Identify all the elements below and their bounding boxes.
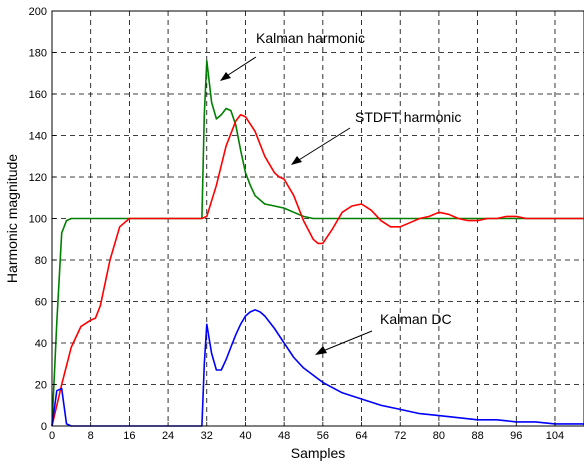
y-tick-label-7: 140 — [29, 131, 47, 143]
y-tick-label-0: 0 — [41, 421, 47, 433]
x-tick-label-6: 48 — [278, 430, 290, 442]
y-axis-label: Harmonic magnitude — [4, 154, 20, 283]
series-line-kalman-dc — [51, 308, 584, 427]
x-tick-label-10: 80 — [433, 430, 445, 442]
annotation-stdft-harmonic-text: STDFT harmonic — [355, 109, 461, 125]
x-axis-label: Samples — [291, 445, 345, 461]
y-tick-label-8: 160 — [29, 89, 47, 101]
y-tick-label-3: 60 — [35, 297, 47, 309]
x-tick-label-9: 72 — [394, 430, 406, 442]
x-tick-label-2: 16 — [123, 430, 135, 442]
y-tick-label-4: 80 — [35, 255, 47, 267]
x-tick-label-7: 56 — [317, 430, 329, 442]
annotation-kalman-harmonic-text: Kalman harmonic — [256, 30, 365, 46]
x-tick-label-0: 0 — [49, 430, 55, 442]
x-tick-label-1: 8 — [88, 430, 94, 442]
series-layer — [51, 59, 584, 427]
series-line-stdft-harmonic — [51, 114, 584, 427]
annotation-stdft-harmonic-arrowhead — [291, 156, 302, 165]
y-tick-label-10: 200 — [29, 6, 47, 18]
x-tick-label-8: 64 — [355, 430, 367, 442]
y-tick-label-6: 120 — [29, 172, 47, 184]
tick-layer: 0 8 16 24 32 40 48 56 64 72 80 88 96 104 0 20 40 60 80 100 1… — [29, 6, 565, 442]
annotation-kalman-harmonic: Kalman harmonic — [220, 30, 365, 81]
y-tick-label-9: 180 — [29, 48, 47, 60]
x-tick-label-4: 32 — [201, 430, 213, 442]
x-tick-label-5: 40 — [239, 430, 251, 442]
y-tick-label-1: 20 — [35, 380, 47, 392]
x-tick-label-3: 24 — [162, 430, 174, 442]
annotation-stdft-harmonic-arrow — [293, 127, 351, 164]
y-tick-label-2: 40 — [35, 338, 47, 350]
annotation-kalman-harmonic-arrowhead — [220, 72, 231, 81]
annotation-kalman-dc-text: Kalman DC — [380, 311, 452, 327]
x-tick-label-11: 88 — [471, 430, 483, 442]
x-tick-label-12: 96 — [510, 430, 522, 442]
x-tick-label-13: 104 — [546, 430, 564, 442]
annotation-kalman-dc-arrow — [317, 330, 373, 354]
annotation-stdft-harmonic: STDFT harmonic — [291, 109, 461, 165]
annotation-kalman-dc: Kalman DC — [315, 311, 452, 355]
series-line-kalman-harmonic — [51, 59, 584, 427]
annotation-kalman-dc-arrowhead — [315, 346, 327, 355]
y-tick-label-5: 100 — [29, 214, 47, 226]
